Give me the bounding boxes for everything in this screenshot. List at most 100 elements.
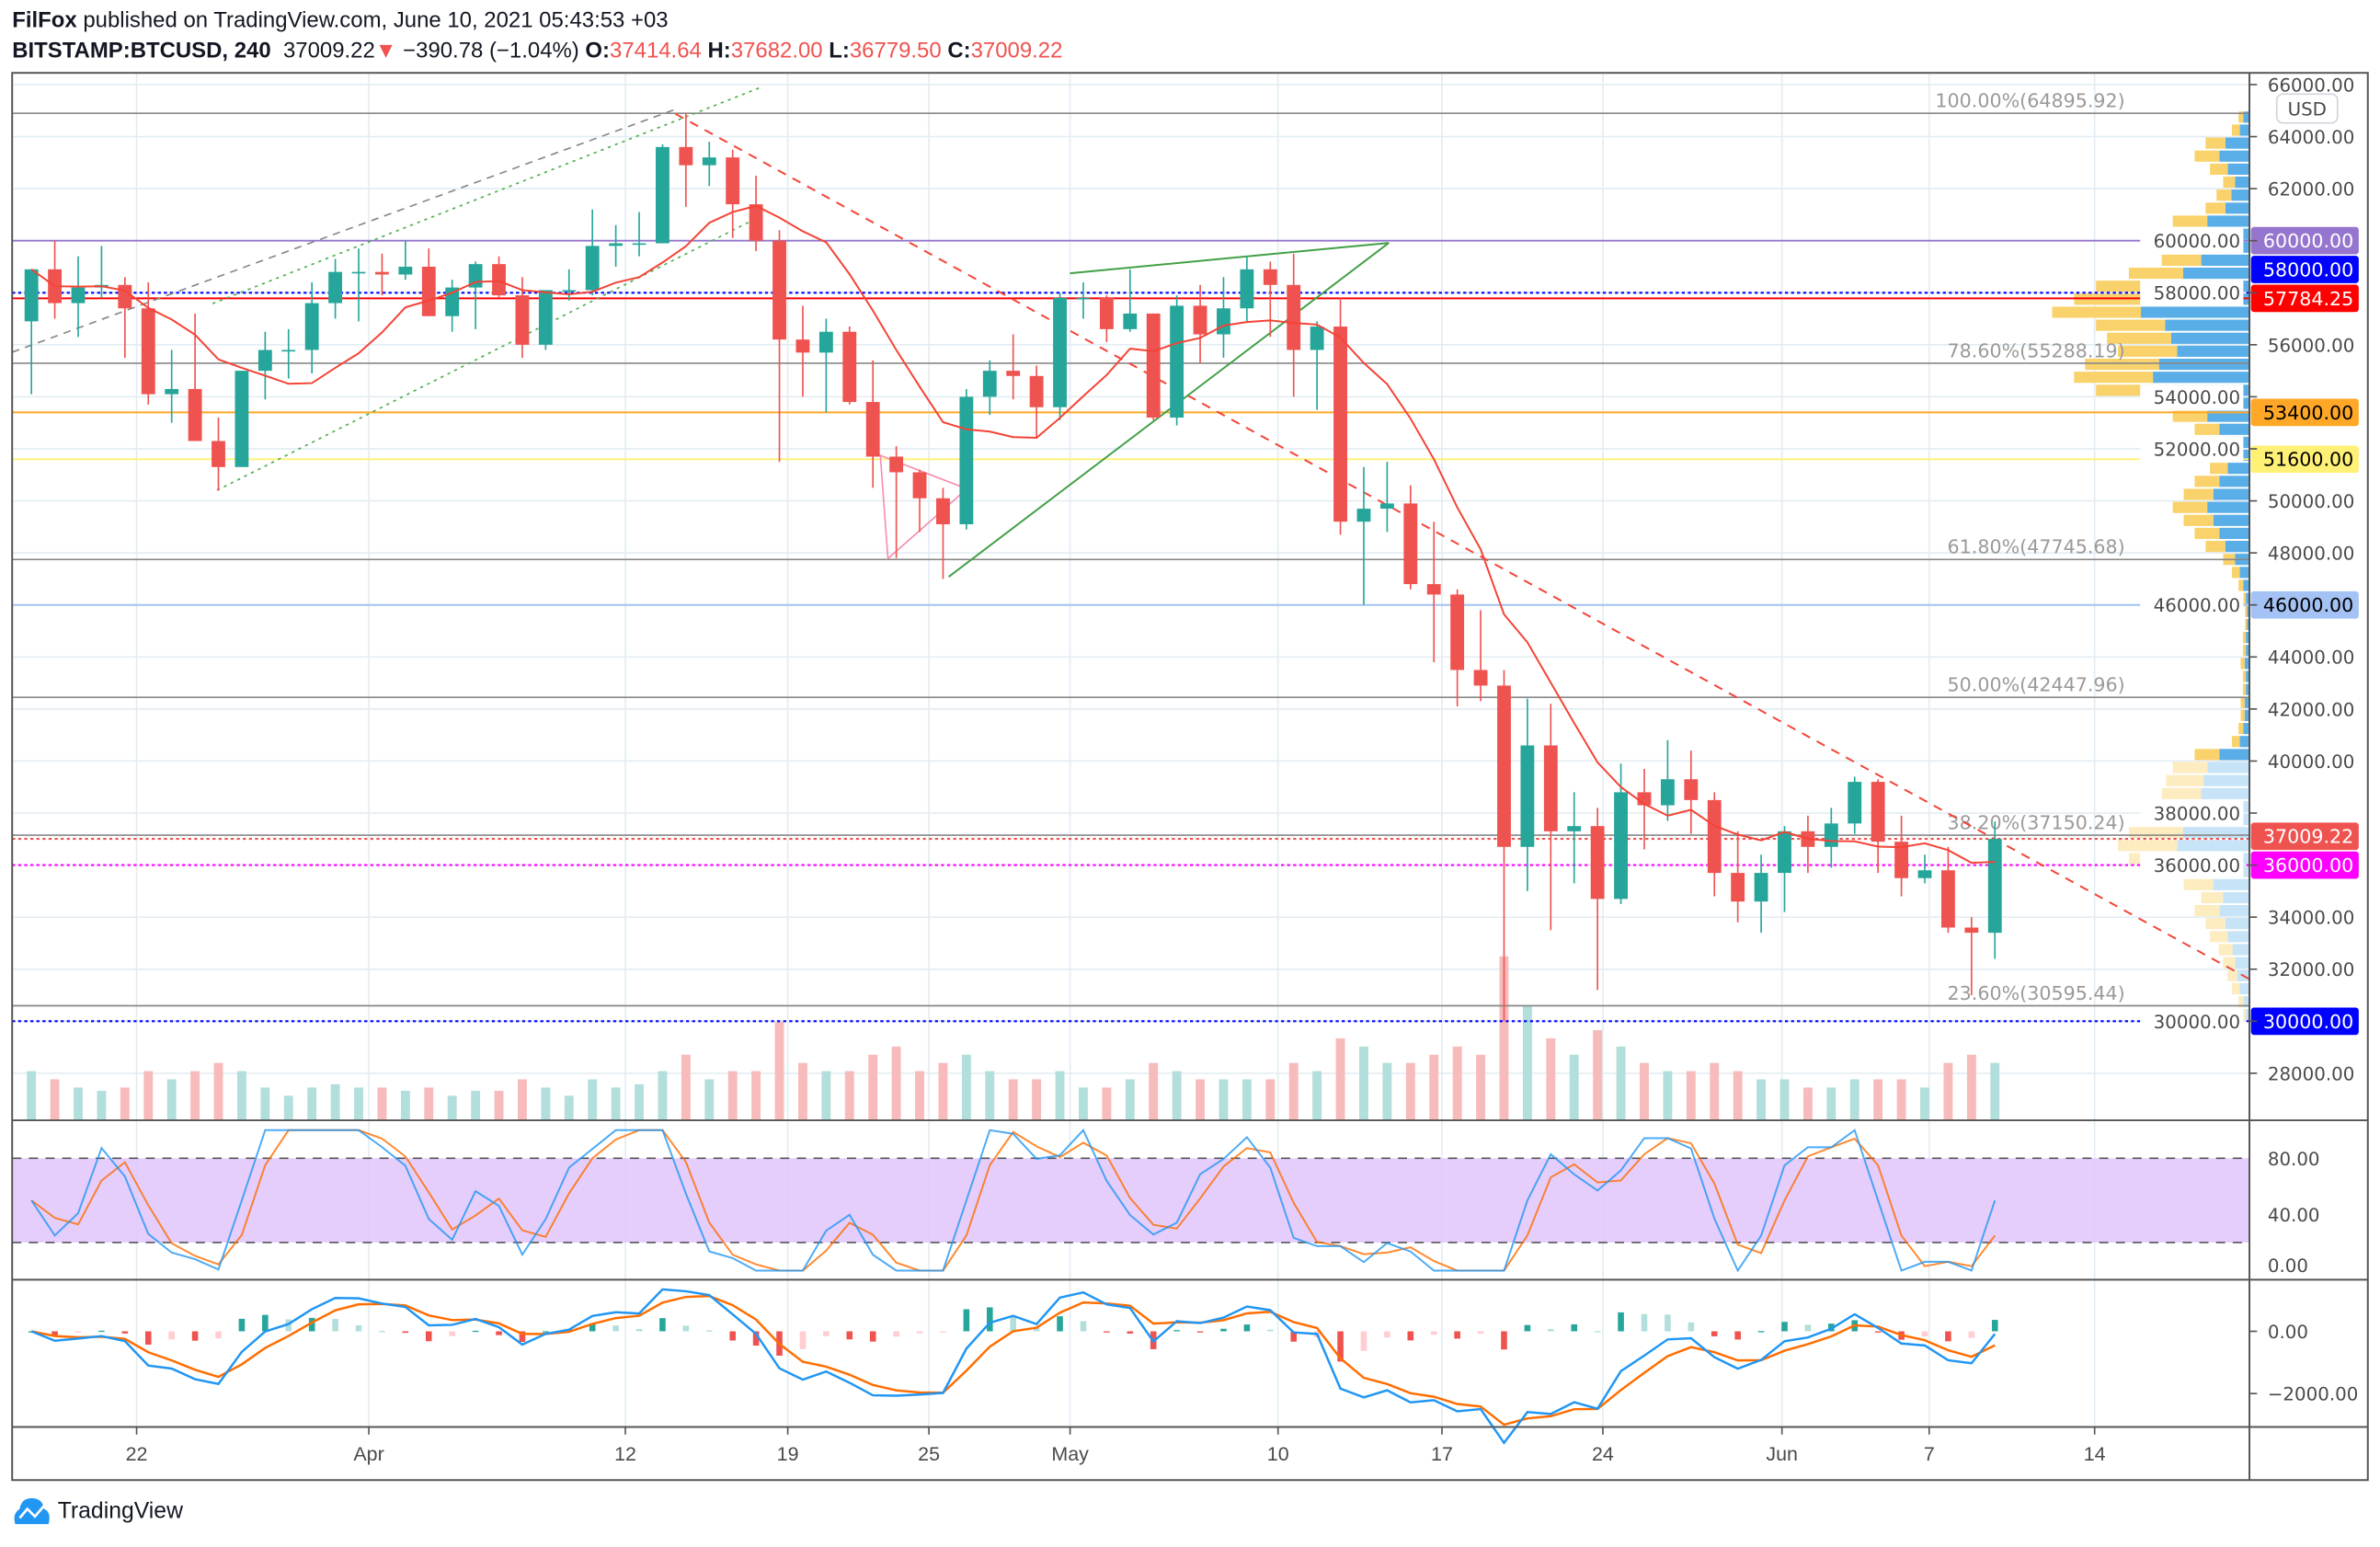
volume-bar [1476,1054,1486,1121]
profile-down-bar [2172,501,2208,513]
candle-body [1473,670,1488,686]
volume-bar [1966,1054,1976,1121]
volume-bar [658,1071,668,1121]
volume-bar [97,1090,107,1121]
volume-bar [1593,1030,1603,1121]
level-badge [2250,256,2359,283]
candle-body [1006,371,1021,376]
profile-up-bar [2239,567,2250,579]
candle-body [1964,927,1979,934]
macd-histogram-bar [262,1314,269,1332]
moving-average-line [30,204,1996,865]
profile-up-bar [2243,579,2250,591]
macd-histogram-bar [1127,1331,1134,1334]
horizontal-levels[interactable] [12,239,2250,1023]
candle-body [772,240,786,340]
volume-bar [1079,1087,1088,1121]
profile-up-bar [2207,410,2250,422]
volume-bar [166,1079,177,1121]
volume-bar [821,1071,831,1121]
profile-down-bar [2231,736,2240,748]
wedge-upper-green[interactable] [1070,242,1390,275]
time-label: Apr [353,1443,383,1465]
channel-lower-green-dotted[interactable] [216,216,760,491]
volume-bar [1896,1079,1906,1121]
profile-down-bar [2172,215,2208,227]
price-label-backdrop [2140,384,2244,409]
profile-down-bar [2194,749,2220,761]
price-label: 62000.00 [2268,179,2354,201]
candle-body [1871,782,1885,842]
profile-down-bar [2238,723,2244,735]
time-label: 10 [1267,1443,1289,1465]
stoch-k-line [30,1129,1997,1273]
volume-bar [1008,1079,1018,1121]
channel-upper-green-dotted[interactable] [212,86,760,304]
price-label: 30000.00 [2154,1012,2240,1033]
candle-body [1123,313,1138,329]
candle-body [1754,873,1768,902]
tradingview-logo[interactable]: TradingView [12,1495,183,1526]
volume-bar [1663,1071,1673,1121]
profile-down-bar [2205,137,2226,149]
candle-body [1520,745,1535,847]
rsi-band [12,1158,2250,1243]
candle-body [1684,779,1699,800]
price-label: 46000.00 [2154,595,2240,616]
profile-up-bar [2246,670,2250,682]
macd-histogram-bar [1781,1322,1788,1332]
profile-down-bar [2231,124,2240,136]
time-axis[interactable]: 22 Apr 12 19 25 May 10 17 24 Jun 7 14 [126,1427,2106,1465]
wedge-lower-green[interactable] [947,242,1390,578]
trendline-gray-dashed[interactable] [11,109,676,353]
time-label: 24 [1592,1443,1614,1465]
candle-body [1426,584,1441,595]
profile-up-bar [2219,150,2250,162]
candle-body [982,371,997,397]
profile-down-bar [2107,332,2171,344]
triangle-pink[interactable] [879,453,968,561]
profile-up-bar [2177,345,2250,358]
volume-bar [891,1046,901,1121]
profile-up-bar [2246,592,2250,604]
macd-line [30,1288,1997,1445]
price-label: 50000.00 [2268,491,2354,512]
price-axis[interactable]: 66000.00 64000.00 62000.00 60000.00 58000.00… [2140,74,2354,1084]
price-badges: 30000.00 36000.00 37009.22 46000.00 51600.00… [2250,226,2359,1036]
profile-down-bar [2052,306,2142,318]
candle-body [632,243,646,246]
macd-histogram-bar [1384,1331,1390,1338]
volume-bar [1288,1062,1299,1121]
volume-bar [517,1079,527,1121]
tradingview-cloud-icon [14,1498,50,1525]
profile-down-bar [2210,931,2228,943]
profile-up-bar [2207,215,2250,227]
currency-label[interactable]: USD [2288,98,2327,120]
author-name[interactable]: FilFox [12,8,77,34]
trend-drawings[interactable] [11,86,2250,980]
profile-down-bar [2194,150,2220,162]
close-label: C: [947,39,971,64]
volume-bar [471,1090,481,1121]
macd-histogram-bar [1757,1331,1765,1333]
macd-histogram-bar [1454,1331,1460,1339]
macd-histogram-bar [1968,1331,1975,1338]
profile-down-bar [2205,918,2226,930]
level-badge-label: 53400.00 [2263,402,2353,424]
candle-body [679,146,693,166]
macd-histogram-bar [799,1331,807,1349]
candle-body [1543,745,1558,831]
symbol-name[interactable]: BITSTAMP:BTCUSD, 240 [12,39,271,64]
rsi-axis-label: 80.00 [2268,1149,2320,1170]
price-label: 38000.00 [2154,803,2240,824]
volume-bar [1920,1087,1929,1121]
candle-body [1333,327,1347,522]
profile-up-bar [2247,605,2250,617]
volume-bar [1826,1087,1836,1121]
volume-bar [541,1087,551,1121]
volume-bar [844,1071,854,1121]
fibonacci-retracement[interactable]: 100.00%(64895.92) 78.60%(55288.19) 61.80%(… [12,90,2250,1007]
currency-button[interactable]: USD [2275,93,2339,124]
volume-bar [588,1079,598,1121]
